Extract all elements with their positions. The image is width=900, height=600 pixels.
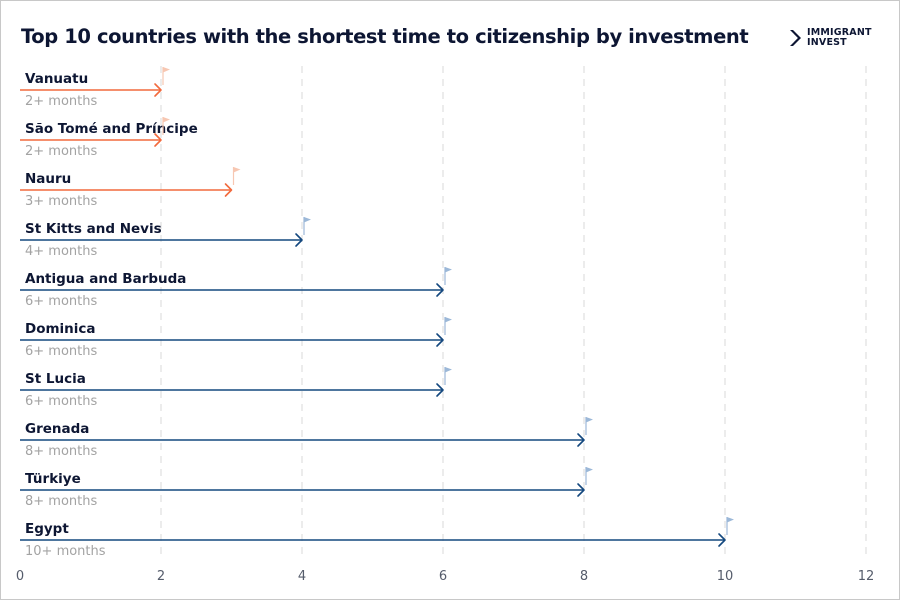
bar-row: Dominica 6+ months (20, 317, 452, 359)
bar-row: São Tomé and Príncipe 2+ months (20, 117, 198, 159)
flag-icon (444, 267, 452, 285)
flag-icon (303, 217, 311, 235)
x-tick-label: 2 (157, 569, 165, 584)
flag-icon (232, 167, 241, 185)
x-axis-ticks: 0 2 4 6 8 10 12 (16, 569, 874, 584)
country-label: St Lucia (25, 371, 86, 387)
arrowhead-icon (154, 83, 162, 97)
flag-icon (162, 117, 170, 135)
bar-row: Antigua and Barbuda 6+ months (20, 267, 452, 309)
bar-row: St Kitts and Nevis 4+ months (20, 217, 311, 259)
x-tick-label: 12 (858, 569, 875, 584)
flag-icon (444, 367, 452, 385)
bar-row: Türkiye 8+ months (20, 467, 593, 509)
logo-line-1: IMMIGRANT (807, 27, 872, 38)
duration-label: 2+ months (25, 94, 97, 109)
country-label: Türkiye (25, 471, 81, 487)
duration-label: 6+ months (25, 294, 97, 309)
logo-line-2: INVEST (807, 37, 847, 48)
arrowhead-icon (224, 183, 233, 197)
x-tick-label: 6 (439, 569, 447, 584)
arrowhead-icon (436, 383, 444, 397)
logo-wordmark: IMMIGRANT INVEST (807, 28, 872, 48)
duration-label: 6+ months (25, 344, 97, 359)
country-label: Antigua and Barbuda (25, 271, 186, 287)
bar-row: St Lucia 6+ months (20, 367, 452, 409)
duration-label: 8+ months (25, 444, 97, 459)
flag-icon (585, 467, 593, 485)
arrowhead-icon (718, 533, 726, 547)
bar-row: Grenada 8+ months (20, 417, 593, 459)
bar-row: Nauru 3+ months (20, 167, 241, 209)
arrowhead-icon (577, 433, 585, 447)
country-label: Vanuatu (25, 71, 88, 87)
duration-label: 3+ months (25, 194, 97, 209)
arrowhead-icon (154, 133, 162, 147)
flag-icon (162, 67, 170, 85)
flag-icon (585, 417, 593, 435)
flag-icon (726, 517, 734, 535)
country-label: St Kitts and Nevis (25, 221, 162, 237)
chevron-arrows-icon (790, 30, 801, 46)
bar-row: Egypt 10+ months (20, 517, 734, 559)
grid-lines (160, 66, 867, 558)
brand-logo: IMMIGRANT INVEST (789, 27, 889, 51)
x-tick-label: 0 (16, 569, 24, 584)
country-label: Nauru (25, 171, 71, 187)
chart-title: Top 10 countries with the shortest time … (21, 25, 749, 48)
country-label: São Tomé and Príncipe (25, 121, 198, 137)
bar-rows: Vanuatu 2+ months São Tomé and Príncipe 2+ … (20, 67, 734, 559)
duration-label: 2+ months (25, 144, 97, 159)
bar-row: Vanuatu 2+ months (20, 67, 170, 109)
duration-label: 6+ months (25, 394, 97, 409)
flag-icon (444, 317, 452, 335)
duration-label: 4+ months (25, 244, 97, 259)
arrowhead-icon (577, 483, 585, 497)
duration-label: 10+ months (25, 544, 106, 559)
country-label: Grenada (25, 421, 89, 437)
arrowhead-icon (295, 233, 303, 247)
x-tick-label: 10 (717, 569, 734, 584)
arrowhead-icon (436, 283, 444, 297)
arrowhead-icon (436, 333, 444, 347)
duration-label: 8+ months (25, 494, 97, 509)
country-label: Dominica (25, 321, 96, 337)
x-tick-label: 8 (580, 569, 588, 584)
country-label: Egypt (25, 521, 69, 537)
x-tick-label: 4 (298, 569, 306, 584)
